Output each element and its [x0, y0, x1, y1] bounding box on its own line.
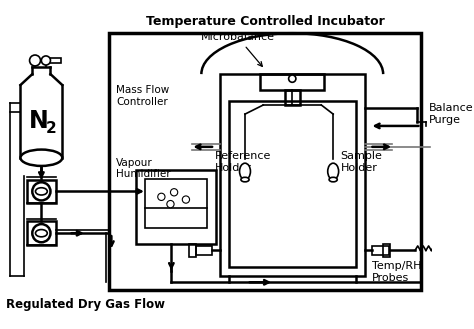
- Text: Reference
Holder: Reference Holder: [215, 151, 272, 173]
- Circle shape: [171, 189, 178, 196]
- Text: Microbalance: Microbalance: [201, 32, 275, 66]
- Bar: [285, 90, 300, 105]
- Text: Temperature Controlled Incubator: Temperature Controlled Incubator: [146, 15, 384, 28]
- Bar: [189, 244, 196, 257]
- Text: Mass Flow
Controller: Mass Flow Controller: [116, 85, 169, 107]
- Circle shape: [158, 193, 165, 200]
- Circle shape: [289, 75, 296, 82]
- Bar: [145, 179, 207, 228]
- Text: Vapour
Humidifier: Vapour Humidifier: [116, 158, 171, 179]
- Bar: [372, 246, 389, 255]
- Circle shape: [182, 196, 190, 203]
- Ellipse shape: [329, 177, 337, 182]
- Text: 2: 2: [46, 121, 57, 136]
- Circle shape: [32, 182, 50, 200]
- Text: Balance
Purge: Balance Purge: [428, 103, 473, 125]
- Text: Sample
Holder: Sample Holder: [340, 151, 383, 173]
- Circle shape: [29, 55, 40, 66]
- Circle shape: [167, 200, 174, 208]
- Bar: [228, 101, 356, 267]
- Bar: [27, 221, 56, 245]
- Ellipse shape: [20, 150, 62, 166]
- Ellipse shape: [241, 177, 249, 182]
- Text: Regulated Dry Gas Flow: Regulated Dry Gas Flow: [6, 298, 165, 311]
- Ellipse shape: [239, 163, 250, 180]
- Bar: [136, 169, 216, 244]
- Bar: [27, 180, 56, 203]
- Bar: [109, 33, 421, 290]
- Text: N: N: [29, 109, 48, 133]
- Circle shape: [41, 56, 50, 65]
- Circle shape: [32, 224, 50, 242]
- Bar: [383, 244, 391, 257]
- Bar: [196, 246, 212, 255]
- Bar: [50, 58, 61, 63]
- Bar: [260, 74, 324, 90]
- Ellipse shape: [328, 163, 338, 180]
- Text: Temp/RH
Probes: Temp/RH Probes: [372, 261, 422, 283]
- Bar: [219, 74, 365, 276]
